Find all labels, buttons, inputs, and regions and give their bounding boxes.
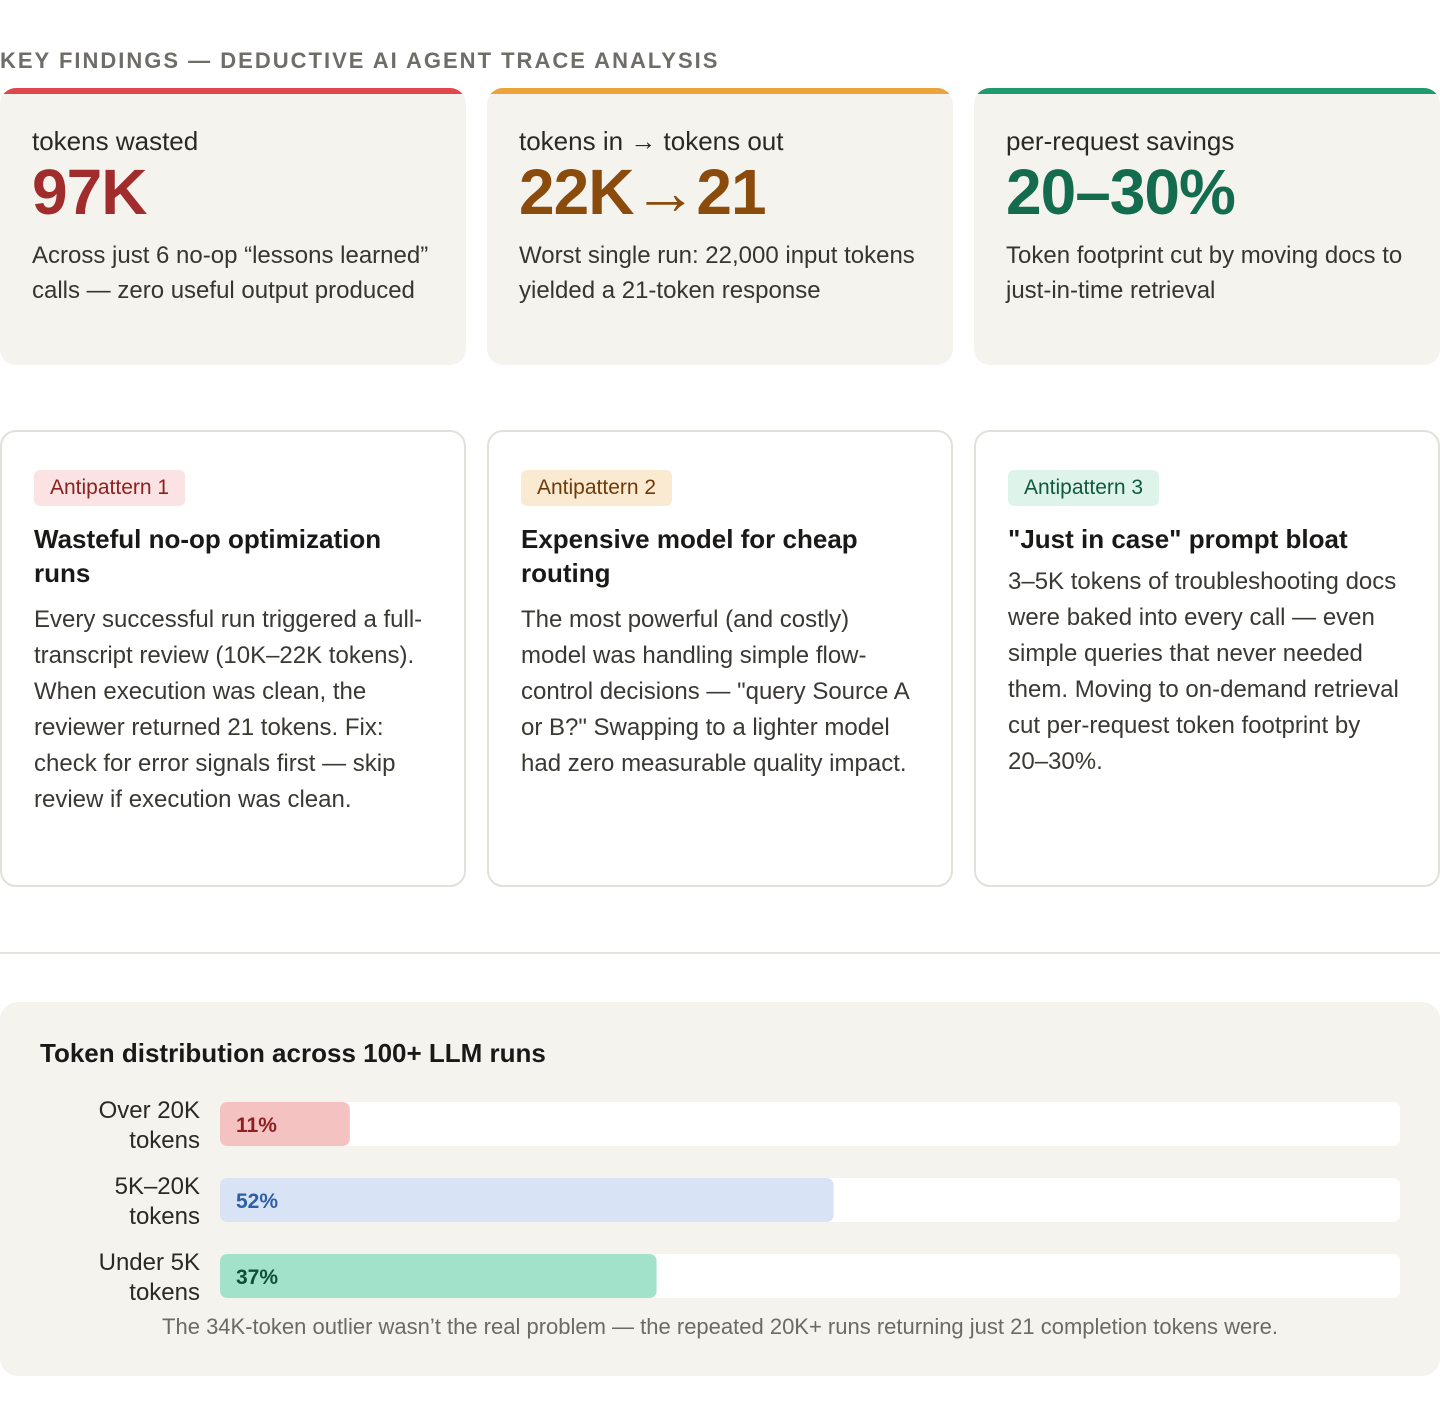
bar bbox=[220, 1178, 834, 1222]
bar-value-label: 11% bbox=[236, 1114, 277, 1137]
stat-label: tokens in → tokens out bbox=[519, 126, 784, 156]
antipattern-title: Wasteful no-op optimization runs bbox=[34, 524, 382, 588]
stat-value: 20–30% bbox=[1006, 156, 1236, 228]
bar bbox=[220, 1254, 657, 1298]
stat-label: tokens wasted bbox=[32, 126, 199, 156]
stat-description: Token footprint cut by moving docs to ju… bbox=[1006, 242, 1403, 304]
bar bbox=[220, 1102, 350, 1146]
antipattern-card-1: Antipattern 1 Wasteful no-op optimizatio… bbox=[0, 430, 466, 887]
antipattern-title: Expensive model for cheap routing bbox=[521, 524, 858, 588]
accent-bar bbox=[487, 88, 953, 94]
accent-bar bbox=[974, 88, 1440, 94]
stat-description: Across just 6 no-op “lessons learned” ca… bbox=[32, 242, 429, 304]
chart-title: Token distribution across 100+ LLM runs bbox=[40, 1038, 546, 1068]
antipattern-badge: Antipattern 3 bbox=[1008, 470, 1160, 506]
antipattern-badge: Antipattern 1 bbox=[34, 470, 186, 506]
category-label: Over 20K bbox=[99, 1097, 200, 1124]
stat-value: 22K→21 bbox=[519, 156, 767, 228]
antipattern-title: "Just in case" prompt bloat bbox=[1008, 524, 1348, 554]
antipattern-card-2: Antipattern 2 Expensive model for cheap … bbox=[487, 430, 953, 887]
section-title: KEY FINDINGS — DEDUCTIVE AI AGENT TRACE … bbox=[0, 48, 720, 73]
stat-description: Worst single run: 22,000 input tokens yi… bbox=[519, 242, 915, 304]
stat-value: 97K bbox=[32, 156, 147, 228]
antipattern-body: Every successful run triggered a full-tr… bbox=[34, 606, 423, 813]
category-label: tokens bbox=[129, 1279, 200, 1306]
accent-bar bbox=[0, 88, 466, 94]
category-label: Under 5K bbox=[99, 1249, 200, 1276]
bar-value-label: 52% bbox=[236, 1190, 278, 1213]
stat-card-tokens-wasted: tokens wasted 97K Across just 6 no-op “l… bbox=[0, 88, 466, 365]
antipattern-badge: Antipattern 2 bbox=[521, 470, 673, 506]
antipattern-body: 3–5K tokens of troubleshooting docs were… bbox=[1008, 568, 1399, 775]
stat-card-savings: per-request savings 20–30% Token footpri… bbox=[974, 88, 1440, 365]
bar-value-label: 37% bbox=[236, 1266, 278, 1289]
stat-label: per-request savings bbox=[1006, 126, 1235, 156]
antipattern-body: The most powerful (and costly) model was… bbox=[521, 606, 909, 777]
antipattern-card-3: Antipattern 3 "Just in case" prompt bloa… bbox=[974, 430, 1440, 887]
category-label: tokens bbox=[129, 1127, 200, 1154]
stat-card-tokens-in-out: tokens in → tokens out 22K→21 Worst sing… bbox=[487, 88, 953, 365]
chart-panel: Token distribution across 100+ LLM runs … bbox=[0, 1002, 1440, 1376]
token-distribution-chart: 11% Over 20K tokens 52% 5K–20K tokens 37% Under… bbox=[99, 1097, 1400, 1306]
bar-track bbox=[220, 1102, 1400, 1146]
chart-note: The 34K-token outlier wasn’t the real pr… bbox=[162, 1314, 1278, 1339]
category-label: tokens bbox=[129, 1203, 200, 1230]
section-divider bbox=[0, 952, 1440, 954]
category-label: 5K–20K bbox=[115, 1173, 200, 1200]
